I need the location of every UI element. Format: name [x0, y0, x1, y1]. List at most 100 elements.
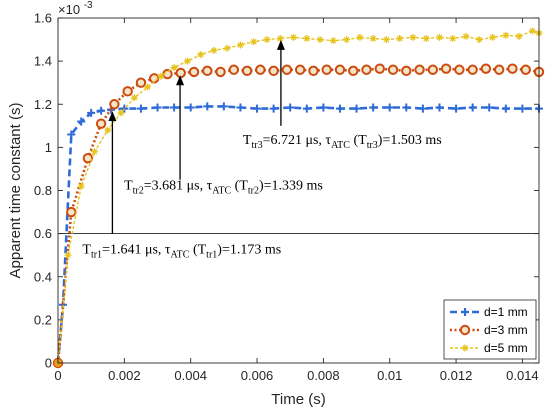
annotation-subscript: ATC [212, 186, 231, 197]
annotation-segment: )=1.339 ms [259, 179, 323, 194]
data-point [518, 104, 527, 113]
data-point [402, 103, 411, 112]
y-axis-exponent-power: -3 [84, 0, 93, 11]
data-point [109, 99, 120, 110]
data-point [77, 117, 86, 126]
annotation-subscript: tr3 [251, 140, 262, 151]
data-point [418, 104, 427, 113]
x-tick-label: 0.004 [174, 368, 207, 383]
data-point [401, 65, 412, 77]
legend-item-3: d=5 mm [450, 341, 528, 355]
data-point [475, 36, 483, 44]
data-point [520, 64, 531, 75]
annotation-subscript: tr1 [206, 250, 217, 261]
data-point [90, 148, 98, 156]
data-point [449, 34, 457, 42]
data-point [454, 64, 465, 75]
data-point [250, 38, 258, 46]
data-point [120, 104, 129, 113]
data-point [501, 104, 510, 113]
data-point [188, 66, 200, 78]
data-point [276, 34, 284, 42]
data-point [385, 103, 394, 112]
data-point [97, 106, 106, 115]
data-point [374, 63, 385, 74]
y-tick-label: 0.6 [34, 226, 52, 241]
annotation-segment: )=1.503 ms [378, 133, 442, 148]
annotation-3: Ttr3=6.721 μs, τATC (Ttr3)=1.503 ms [243, 39, 442, 151]
x-tick-label: 0 [54, 368, 61, 383]
data-point [122, 86, 133, 97]
x-tick-label: 0.006 [241, 368, 274, 383]
data-point [480, 63, 492, 74]
x-tick-label: 0.012 [440, 368, 473, 383]
legend-label: d=3 mm [484, 323, 528, 337]
data-point [269, 104, 278, 113]
annotation-segment: =6.721 μs, τ [263, 133, 332, 148]
annotation-text: Ttr1=1.641 μs, τATC (Ttr1)=1.173 ms [82, 243, 281, 261]
data-point [348, 65, 359, 77]
data-point [316, 36, 324, 44]
legend-item-1: d=1 mm [450, 305, 528, 319]
data-point [64, 251, 72, 259]
data-point [515, 32, 523, 40]
annotation-1: Ttr1=1.641 μs, τATC (Ttr1)=1.173 ms [82, 111, 281, 261]
data-point [427, 64, 439, 75]
data-point [321, 64, 332, 75]
data-point [294, 64, 306, 75]
data-point [104, 126, 112, 134]
data-point [95, 118, 107, 129]
data-point [255, 64, 266, 75]
data-point [461, 344, 469, 352]
data-point [303, 34, 311, 42]
legend-item-2: d=3 mm [450, 323, 528, 337]
annotation-subscript: tr1 [91, 250, 102, 261]
data-point [130, 94, 138, 102]
x-tick-label: 0.008 [307, 368, 340, 383]
data-point [281, 64, 293, 75]
data-point [507, 63, 518, 74]
data-point [66, 206, 77, 218]
data-point [435, 103, 444, 112]
legend-label: d=5 mm [484, 341, 528, 355]
data-point [203, 102, 212, 111]
data-point [440, 63, 452, 74]
annotation-segment: (T [189, 243, 206, 258]
data-point [290, 33, 298, 41]
data-point [268, 65, 279, 77]
data-point [170, 103, 179, 112]
x-tick-label: 0.014 [506, 368, 539, 383]
annotation-subscript: tr2 [248, 186, 259, 197]
data-point [197, 51, 205, 59]
legend: d=1 mm d=3 mm d=5 mm [443, 299, 537, 360]
x-tick-label: 0.002 [108, 368, 141, 383]
y-axis-exponent-base: ×10 [58, 2, 80, 17]
annotation-text: Ttr2=3.681 μs, τATC (Ttr2)=1.339 ms [124, 179, 323, 197]
data-point [467, 64, 478, 75]
annotation-segment: =1.641 μs, τ [102, 243, 171, 258]
annotation-segment: (T [350, 133, 367, 148]
y-tick-label: 0 [45, 356, 52, 371]
data-point [219, 102, 228, 111]
data-point [135, 77, 147, 88]
annotation-text: Ttr3=6.721 μs, τATC (Ttr3)=1.503 ms [243, 133, 442, 151]
data-point [356, 33, 364, 41]
data-point [461, 308, 469, 316]
annotation-segment: T [82, 243, 91, 258]
annotation-subscript: tr3 [367, 140, 378, 151]
data-point [144, 83, 152, 91]
data-point [170, 64, 178, 72]
data-point [329, 37, 337, 45]
data-point [67, 130, 76, 139]
data-point [153, 103, 162, 112]
data-point [409, 33, 417, 41]
annotation-segment: T [124, 179, 133, 194]
data-point [414, 64, 425, 75]
data-point [77, 182, 85, 190]
data-point [136, 104, 145, 113]
data-point [241, 65, 253, 77]
data-point [343, 36, 351, 44]
annotation-subscript: ATC [171, 250, 190, 261]
data-point [334, 64, 346, 75]
